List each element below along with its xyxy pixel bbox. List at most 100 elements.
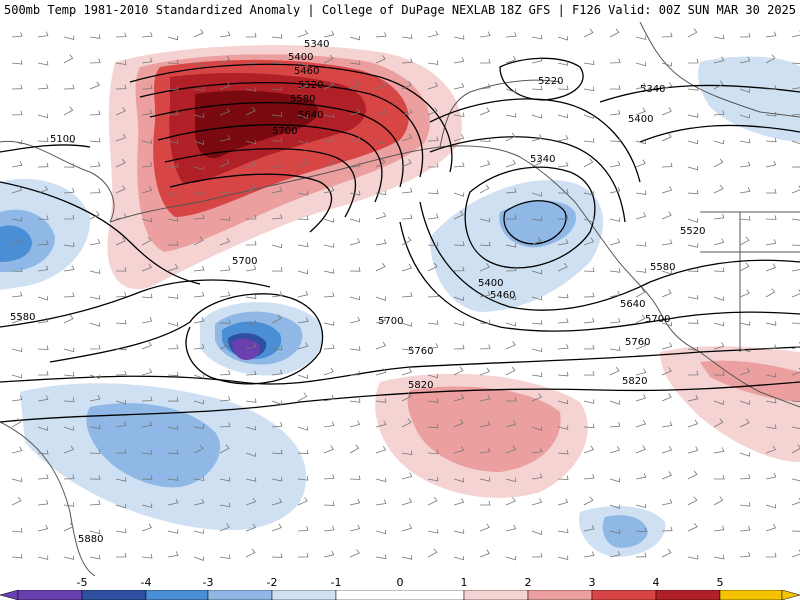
wind-barb <box>453 477 465 483</box>
wind-barb <box>297 114 309 119</box>
wind-barb <box>453 555 465 561</box>
wind-barb <box>765 344 777 350</box>
wind-barb <box>11 446 23 454</box>
wind-barb <box>739 56 751 64</box>
wind-barb <box>271 267 283 272</box>
wind-barb <box>219 55 231 64</box>
wind-barb <box>739 400 751 405</box>
wind-barb <box>765 445 776 454</box>
wind-barb <box>37 555 49 560</box>
wind-barb <box>115 185 126 194</box>
wind-barb <box>713 418 724 428</box>
wind-barb <box>271 400 283 405</box>
wind-barb <box>63 187 75 194</box>
colorbar-tick-label: -1 <box>330 576 342 589</box>
wind-barb <box>271 243 283 249</box>
wind-barb <box>297 139 309 145</box>
wind-barb <box>11 291 23 298</box>
wind-barb <box>531 426 543 431</box>
wind-barb <box>375 477 387 483</box>
wind-barb <box>167 344 179 350</box>
wind-barb <box>245 452 257 457</box>
wind-barb <box>427 30 439 38</box>
wind-barb <box>349 549 360 558</box>
wind-barb <box>219 265 231 272</box>
wind-barb <box>609 85 621 90</box>
wind-barb <box>427 449 439 454</box>
colorbar-swatch <box>145 590 209 600</box>
wind-barb <box>193 476 205 481</box>
wind-barb <box>713 371 725 376</box>
wind-barb <box>89 188 101 194</box>
wind-barb <box>63 292 75 298</box>
wind-barb <box>557 262 568 272</box>
wind-barb <box>245 548 256 558</box>
wind-barb <box>531 473 543 480</box>
wind-barb <box>791 549 800 558</box>
wind-barb <box>37 345 49 351</box>
wind-barb <box>219 340 230 350</box>
wind-barb <box>89 110 101 116</box>
wind-barb <box>349 191 361 196</box>
wind-barb <box>11 267 23 273</box>
model-run-valid-time: 18Z GFS | F126 Valid: 00Z SUN MAR 30 202… <box>499 3 796 17</box>
wind-barb <box>349 498 361 506</box>
colorbar-tick-label: 1 <box>460 576 468 589</box>
wind-barb <box>89 238 101 246</box>
wind-barb <box>713 34 725 40</box>
wind-barb <box>219 188 231 194</box>
wind-barb <box>453 498 465 506</box>
wind-barb <box>427 262 438 272</box>
contour-label: 5400 <box>288 52 313 63</box>
wind-barb <box>63 138 75 143</box>
wind-barb <box>661 321 673 327</box>
wind-barb <box>739 525 751 532</box>
wind-barb <box>219 158 230 168</box>
wind-barb <box>401 450 413 456</box>
wind-barb <box>687 267 699 272</box>
wind-barb <box>453 344 465 350</box>
wind-barb <box>11 32 23 38</box>
wind-barb <box>11 418 22 428</box>
wind-barb <box>479 83 491 90</box>
wind-barb <box>687 394 699 402</box>
wind-barb <box>739 289 750 298</box>
wind-barb <box>245 523 257 532</box>
wind-barb <box>89 394 101 402</box>
wind-barb <box>531 158 542 168</box>
wind-barb <box>687 113 699 118</box>
wind-barb <box>38 370 49 376</box>
wind-barb <box>739 216 751 221</box>
wind-barb <box>661 107 672 116</box>
wind-barb <box>427 81 439 90</box>
wind-barb <box>401 108 413 116</box>
wind-barb <box>141 57 153 64</box>
wind-barb <box>427 136 439 142</box>
wind-barb <box>375 262 386 272</box>
wind-barb <box>531 236 542 246</box>
wind-barb <box>479 420 491 428</box>
wind-barb <box>427 60 439 65</box>
wind-barb <box>609 445 621 454</box>
wind-barb <box>557 528 569 534</box>
wind-barb <box>505 445 517 454</box>
wind-barb <box>349 108 361 116</box>
wind-barb <box>193 444 204 454</box>
wind-barb <box>635 242 647 247</box>
wind-barb <box>37 426 49 431</box>
wind-barb <box>479 31 491 38</box>
wind-barb <box>661 62 673 67</box>
wind-barb <box>401 555 413 560</box>
wind-barb <box>271 345 283 350</box>
wind-barb <box>375 554 387 560</box>
wind-barb <box>583 237 594 246</box>
wind-barb <box>375 529 387 535</box>
wind-barb <box>89 529 101 535</box>
wind-barb <box>583 423 595 429</box>
wind-barb <box>89 81 100 90</box>
wind-barb <box>141 186 153 194</box>
wind-barb <box>765 160 777 168</box>
wind-barb <box>297 269 309 275</box>
height-contours <box>0 57 800 423</box>
wind-barb <box>401 158 412 168</box>
